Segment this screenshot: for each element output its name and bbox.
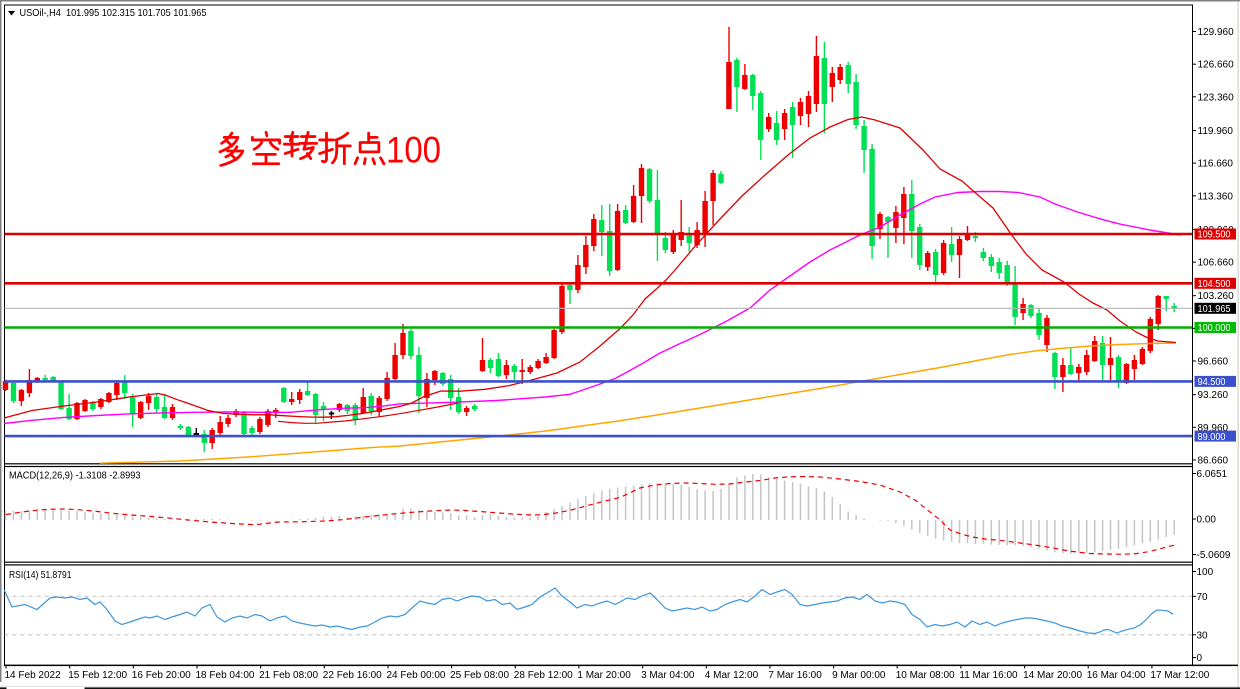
svg-text:18 Feb 04:00: 18 Feb 04:00 [196, 670, 255, 681]
svg-text:101.965: 101.965 [1198, 304, 1231, 315]
svg-text:126.660: 126.660 [1198, 60, 1235, 71]
svg-text:16 Feb 20:00: 16 Feb 20:00 [132, 670, 191, 681]
svg-text:89.000: 89.000 [1198, 432, 1226, 443]
svg-text:100.000: 100.000 [1198, 323, 1231, 334]
svg-text:106.660: 106.660 [1198, 258, 1235, 269]
svg-text:3 Mar 04:00: 3 Mar 04:00 [641, 670, 695, 681]
svg-text:116.660: 116.660 [1198, 159, 1234, 170]
svg-text:6.0651: 6.0651 [1197, 469, 1228, 480]
svg-text:15 Feb 12:00: 15 Feb 12:00 [68, 670, 127, 681]
svg-text:86.660: 86.660 [1198, 456, 1229, 467]
svg-text:129.960: 129.960 [1198, 27, 1235, 38]
svg-text:USOil-,H4 101.995 102.315 101: USOil-,H4 101.995 102.315 101.705 101.96… [20, 7, 207, 19]
svg-text:89.960: 89.960 [1198, 423, 1229, 434]
svg-text:25 Feb 08:00: 25 Feb 08:00 [450, 670, 509, 681]
svg-text:16 Mar 04:00: 16 Mar 04:00 [1087, 670, 1146, 681]
svg-text:109.500: 109.500 [1198, 230, 1231, 241]
svg-text:21 Feb 08:00: 21 Feb 08:00 [259, 670, 318, 681]
svg-text:14 Mar 20:00: 14 Mar 20:00 [1023, 670, 1082, 681]
svg-text:119.960: 119.960 [1198, 126, 1234, 137]
svg-text:100: 100 [1197, 567, 1214, 578]
svg-text:0.00: 0.00 [1197, 515, 1217, 526]
svg-text:14 Feb 2022: 14 Feb 2022 [5, 670, 62, 681]
svg-text:10 Mar 08:00: 10 Mar 08:00 [896, 670, 955, 681]
svg-text:93.260: 93.260 [1198, 390, 1229, 401]
svg-text:70: 70 [1197, 592, 1209, 603]
svg-text:30: 30 [1197, 630, 1209, 641]
svg-text:103.260: 103.260 [1198, 291, 1235, 302]
svg-text:96.660: 96.660 [1198, 357, 1229, 368]
svg-text:11 Mar 16:00: 11 Mar 16:00 [959, 670, 1018, 681]
svg-text:104.500: 104.500 [1198, 279, 1231, 290]
svg-text:94.500: 94.500 [1198, 377, 1226, 388]
svg-text:9 Mar 00:00: 9 Mar 00:00 [832, 670, 886, 681]
svg-text:24 Feb 00:00: 24 Feb 00:00 [387, 670, 446, 681]
svg-text:113.360: 113.360 [1198, 191, 1234, 202]
svg-text:1 Mar 20:00: 1 Mar 20:00 [577, 670, 631, 681]
svg-text:4 Mar 12:00: 4 Mar 12:00 [705, 670, 759, 681]
svg-text:28 Feb 12:00: 28 Feb 12:00 [514, 670, 573, 681]
svg-text:100: 100 [386, 130, 441, 171]
svg-text:123.360: 123.360 [1198, 92, 1235, 103]
svg-text:7 Mar 16:00: 7 Mar 16:00 [768, 670, 822, 681]
svg-text:17 Mar 12:00: 17 Mar 12:00 [1150, 670, 1209, 681]
svg-text:RSI(14) 51.8791: RSI(14) 51.8791 [9, 570, 72, 581]
svg-text:0: 0 [1197, 653, 1203, 664]
svg-text:-5.0609: -5.0609 [1197, 550, 1231, 561]
svg-text:22 Feb 16:00: 22 Feb 16:00 [323, 670, 382, 681]
svg-text:MACD(12,26,9) -1.3108 -2.8993: MACD(12,26,9) -1.3108 -2.8993 [9, 470, 141, 481]
